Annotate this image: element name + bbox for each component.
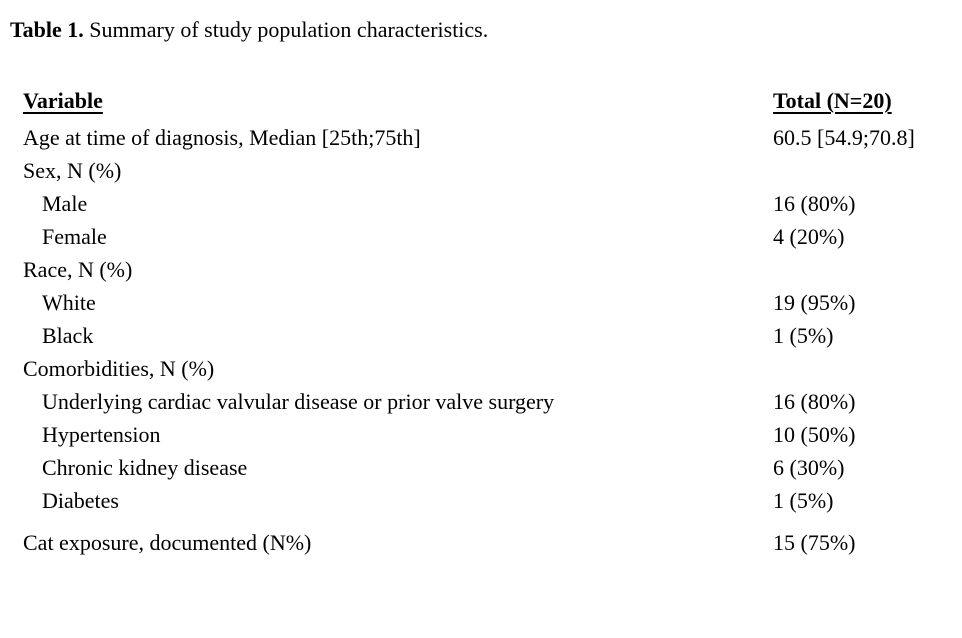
table-row: Underlying cardiac valvular disease or p… <box>23 389 950 414</box>
table-row: Female 4 (20%) <box>23 224 950 249</box>
row-value: 16 (80%) <box>773 191 856 216</box>
table-row: Black 1 (5%) <box>23 323 950 348</box>
row-label: Age at time of diagnosis, Median [25th;7… <box>23 125 421 150</box>
row-value: 19 (95%) <box>773 290 856 315</box>
row-label: White <box>42 290 96 315</box>
column-header-variable: Variable <box>23 88 103 113</box>
table-row: Comorbidities, N (%) <box>23 356 950 381</box>
row-label: Diabetes <box>42 488 119 513</box>
row-label: Female <box>42 224 107 249</box>
table-caption: Table 1. Summary of study population cha… <box>10 17 950 43</box>
table-row: Age at time of diagnosis, Median [25th;7… <box>23 125 950 150</box>
row-value: 15 (75%) <box>773 530 856 555</box>
table-caption-label: Table 1. <box>10 17 84 42</box>
table-body: Age at time of diagnosis, Median [25th;7… <box>23 125 950 555</box>
row-value <box>773 356 950 381</box>
row-value: 1 (5%) <box>773 323 834 348</box>
table-row: Chronic kidney disease 6 (30%) <box>23 455 950 480</box>
row-label: Cat exposure, documented (N%) <box>23 530 312 555</box>
row-value <box>773 257 950 282</box>
row-value: 16 (80%) <box>773 389 856 414</box>
row-label: Hypertension <box>42 422 161 447</box>
table-row: Race, N (%) <box>23 257 950 282</box>
column-header-total: Total (N=20) <box>773 88 892 113</box>
table-row: Male 16 (80%) <box>23 191 950 216</box>
column-header-total-cell: Total (N=20) <box>773 88 950 113</box>
table-row: Hypertension 10 (50%) <box>23 422 950 447</box>
table-header-row: Variable Total (N=20) <box>23 88 950 113</box>
row-label: Male <box>42 191 88 216</box>
column-header-variable-cell: Variable <box>23 88 773 113</box>
row-label: Comorbidities, N (%) <box>23 356 215 381</box>
row-label: Underlying cardiac valvular disease or p… <box>42 389 555 414</box>
table-row: Cat exposure, documented (N%) 15 (75%) <box>23 530 950 555</box>
row-label: Chronic kidney disease <box>42 455 248 480</box>
summary-table: Variable Total (N=20) Age at time of dia… <box>23 88 950 555</box>
row-value: 4 (20%) <box>773 224 845 249</box>
table-caption-text: Summary of study population characterist… <box>89 17 489 42</box>
row-value: 6 (30%) <box>773 455 845 480</box>
row-label: Sex, N (%) <box>23 158 122 183</box>
row-value: 1 (5%) <box>773 488 834 513</box>
table-row: White 19 (95%) <box>23 290 950 315</box>
table-row: Diabetes 1 (5%) <box>23 488 950 513</box>
row-value <box>773 158 950 183</box>
row-value: 10 (50%) <box>773 422 856 447</box>
row-value: 60.5 [54.9;70.8] <box>773 125 915 150</box>
table-row: Sex, N (%) <box>23 158 950 183</box>
row-label: Black <box>42 323 94 348</box>
row-label: Race, N (%) <box>23 257 133 282</box>
